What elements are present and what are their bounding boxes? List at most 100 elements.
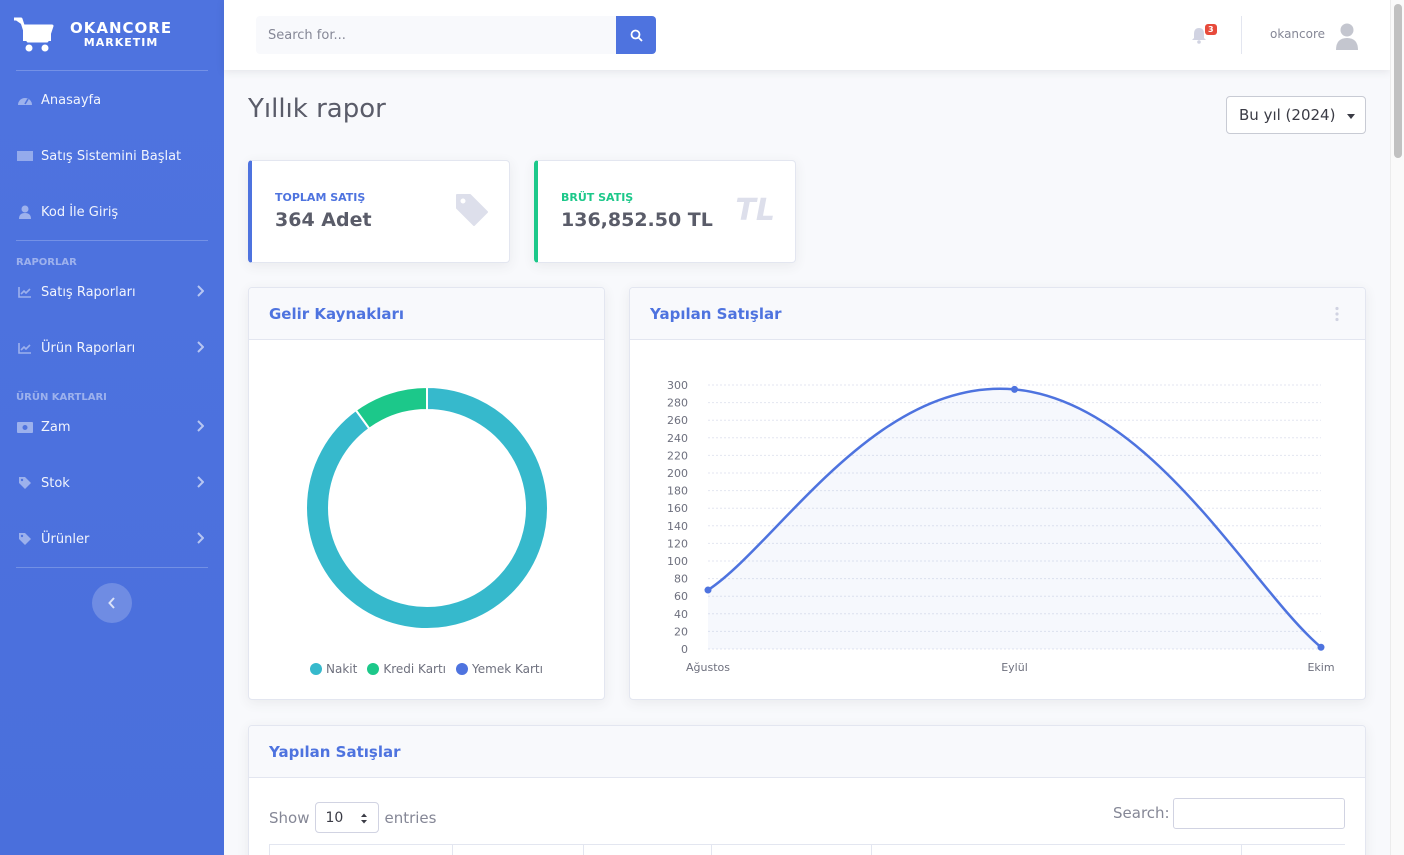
total-sales-card: TOPLAM SATIŞ 364 Adet bbox=[248, 160, 510, 263]
legend-label: Yemek Kartı bbox=[472, 662, 543, 676]
sales-table-title: Yapılan Satışlar bbox=[249, 726, 1365, 778]
tag-icon bbox=[17, 532, 33, 546]
data-point[interactable] bbox=[1011, 385, 1018, 393]
income-sources-card: Gelir Kaynakları Nakit Kredi Kartı Yemek K… bbox=[248, 287, 605, 700]
table-search-input[interactable] bbox=[1173, 798, 1345, 829]
sidebar-item-label: Anasayfa bbox=[41, 92, 102, 108]
money-bill-icon bbox=[17, 420, 33, 434]
table-search-label: Search: bbox=[1113, 804, 1170, 822]
y-tick-label: 280 bbox=[667, 397, 688, 410]
table-col-divider bbox=[583, 845, 584, 855]
legend-item[interactable]: Yemek Kartı bbox=[456, 662, 543, 676]
sidebar-item-label: Stok bbox=[41, 475, 70, 491]
legend-label: Kredi Kartı bbox=[383, 662, 447, 676]
legend-swatch bbox=[456, 663, 469, 675]
y-tick-label: 260 bbox=[667, 414, 688, 427]
donut-slice[interactable] bbox=[305, 385, 549, 630]
year-select-value: Bu yıl (2024) bbox=[1239, 106, 1336, 124]
entries-select[interactable]: 10 bbox=[315, 802, 380, 833]
total-sales-value: 364 Adet bbox=[275, 209, 372, 231]
brand-subtitle: MARKETIM bbox=[83, 36, 159, 50]
table-col-divider bbox=[1241, 845, 1242, 855]
tag-icon bbox=[17, 476, 33, 490]
income-sources-title: Gelir Kaynakları bbox=[249, 288, 604, 340]
user-name[interactable]: okancore bbox=[1270, 27, 1326, 41]
sidebar-item-urunler[interactable]: Ürünler bbox=[0, 511, 224, 567]
sidebar-item-label: Satış Sistemini Başlat bbox=[41, 148, 182, 164]
chevron-right-icon bbox=[197, 476, 204, 488]
sidebar-item-stok[interactable]: Stok bbox=[0, 455, 224, 511]
y-tick-label: 140 bbox=[667, 520, 688, 533]
sidebar-item-label: Zam bbox=[41, 419, 71, 435]
y-tick-label: 100 bbox=[667, 555, 688, 568]
series-area bbox=[708, 388, 1321, 649]
sidebar-item-label: Kod İle Giriş bbox=[41, 204, 119, 220]
user-icon bbox=[17, 205, 33, 219]
sidebar-item-anasayfa[interactable]: Anasayfa bbox=[0, 72, 224, 128]
y-tick-label: 60 bbox=[674, 590, 688, 603]
y-tick-label: 0 bbox=[681, 643, 688, 656]
bell-icon[interactable] bbox=[1190, 26, 1208, 44]
income-donut-chart bbox=[305, 385, 549, 630]
sidebar-divider bbox=[16, 240, 208, 241]
sidebar-heading-reports: RAPORLAR bbox=[16, 257, 77, 268]
gross-sales-card: BRÜT SATIŞ 136,852.50 TL TL bbox=[534, 160, 796, 263]
year-select[interactable]: Bu yıl (2024) bbox=[1226, 96, 1366, 134]
y-tick-label: 20 bbox=[674, 625, 688, 638]
x-tick-label: Ekim bbox=[1307, 661, 1334, 674]
search-icon bbox=[630, 29, 643, 42]
data-point[interactable] bbox=[1317, 643, 1325, 651]
sales-chart-card: Yapılan Satışlar 0 20 40 60 80 100 120 140 160 18… bbox=[629, 287, 1366, 700]
sidebar-divider bbox=[16, 70, 208, 71]
search-input[interactable] bbox=[256, 16, 616, 54]
chevron-right-icon bbox=[197, 285, 204, 297]
table-header bbox=[269, 844, 1345, 855]
table-col-divider bbox=[269, 845, 270, 855]
page-scrollbar[interactable] bbox=[1390, 0, 1404, 855]
sidebar-item-zam[interactable]: Zam bbox=[0, 399, 224, 455]
avatar[interactable] bbox=[1334, 22, 1360, 50]
sidebar-item-satis-sistemi[interactable]: Satış Sistemini Başlat bbox=[0, 128, 224, 184]
y-tick-label: 40 bbox=[674, 608, 688, 621]
legend-item[interactable]: Kredi Kartı bbox=[367, 662, 446, 676]
gross-sales-label: BRÜT SATIŞ bbox=[561, 191, 634, 204]
x-tick-label: Ağustos bbox=[686, 661, 730, 674]
legend-swatch bbox=[310, 663, 323, 675]
chevron-right-icon bbox=[197, 420, 204, 432]
sales-line-chart: 0 20 40 60 80 100 120 140 160 180 200 220 240 260 280 3… bbox=[667, 379, 1335, 674]
barcode-icon bbox=[17, 149, 33, 163]
y-tick-label: 300 bbox=[667, 379, 688, 392]
sidebar-item-label: Satış Raporları bbox=[41, 284, 136, 300]
show-label: Show bbox=[269, 808, 310, 827]
sidebar-item-kod-ile-giris[interactable]: Kod İle Giriş bbox=[0, 184, 224, 240]
search-button[interactable] bbox=[616, 16, 656, 54]
table-col-divider bbox=[452, 845, 453, 855]
y-tick-label: 200 bbox=[667, 467, 688, 480]
legend-swatch bbox=[367, 663, 380, 675]
chevron-right-icon bbox=[197, 532, 204, 544]
y-tick-label: 120 bbox=[667, 537, 688, 550]
table-col-divider bbox=[711, 845, 712, 855]
donut-slice[interactable] bbox=[354, 385, 428, 431]
x-tick-label: Eylül bbox=[1001, 661, 1028, 674]
table-col-divider bbox=[871, 845, 872, 855]
topbar-divider bbox=[1241, 16, 1242, 54]
sidebar-item-satis-raporlari[interactable]: Satış Raporları bbox=[0, 264, 224, 320]
sales-table-card: Yapılan Satışlar Show 10 entries Search: bbox=[248, 725, 1366, 855]
brand-link[interactable]: OKANCORE MARKETIM bbox=[0, 0, 224, 70]
notification-badge: 3 bbox=[1205, 24, 1217, 35]
lira-icon: TL bbox=[735, 193, 775, 228]
shopping-cart-icon bbox=[14, 17, 54, 52]
more-vertical-icon[interactable] bbox=[1335, 306, 1339, 322]
sidebar-item-urun-raporlari[interactable]: Ürün Raporları bbox=[0, 320, 224, 376]
scrollbar-thumb[interactable] bbox=[1394, 4, 1402, 158]
entries-select-value: 10 bbox=[325, 809, 344, 826]
topbar: 3 okancore bbox=[224, 0, 1390, 70]
legend-item[interactable]: Nakit bbox=[310, 662, 357, 676]
entries-label: entries bbox=[384, 808, 437, 827]
chevron-left-icon bbox=[108, 597, 115, 609]
data-point[interactable] bbox=[704, 586, 712, 594]
chevron-right-icon bbox=[197, 341, 204, 353]
sidebar-toggle-button[interactable] bbox=[92, 583, 132, 623]
topbar-search bbox=[256, 16, 656, 54]
